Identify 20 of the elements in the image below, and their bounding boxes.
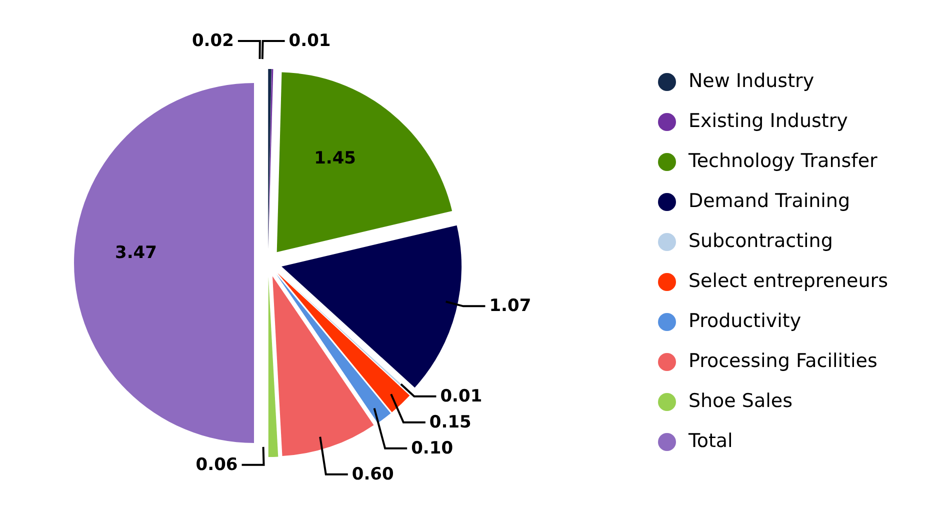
legend-label: Existing Industry <box>688 110 848 132</box>
legend-label: Select entrepreneurs <box>688 270 888 292</box>
data-label: 0.15 <box>429 412 472 432</box>
data-label: 0.01 <box>288 31 331 52</box>
legend-label: Shoe Sales <box>688 390 792 412</box>
data-label: 3.47 <box>115 243 157 263</box>
data-label: 0.10 <box>411 438 454 458</box>
data-label: 0.06 <box>196 454 238 475</box>
data-label: 1.45 <box>314 148 356 168</box>
legend-label: New Industry <box>688 70 814 92</box>
data-label: 0.60 <box>352 464 394 484</box>
legend-label: Productivity <box>688 310 802 332</box>
legend-label: Technology Transfer <box>688 150 878 172</box>
legend-label: Demand Training <box>688 190 850 212</box>
data-label: 1.07 <box>489 296 532 316</box>
data-label: 0.01 <box>440 386 482 406</box>
data-label: 0.02 <box>192 31 234 52</box>
legend-label: Subcontracting <box>688 230 833 252</box>
legend-label: Total <box>688 430 733 452</box>
legend-label: Processing Facilities <box>688 350 878 372</box>
